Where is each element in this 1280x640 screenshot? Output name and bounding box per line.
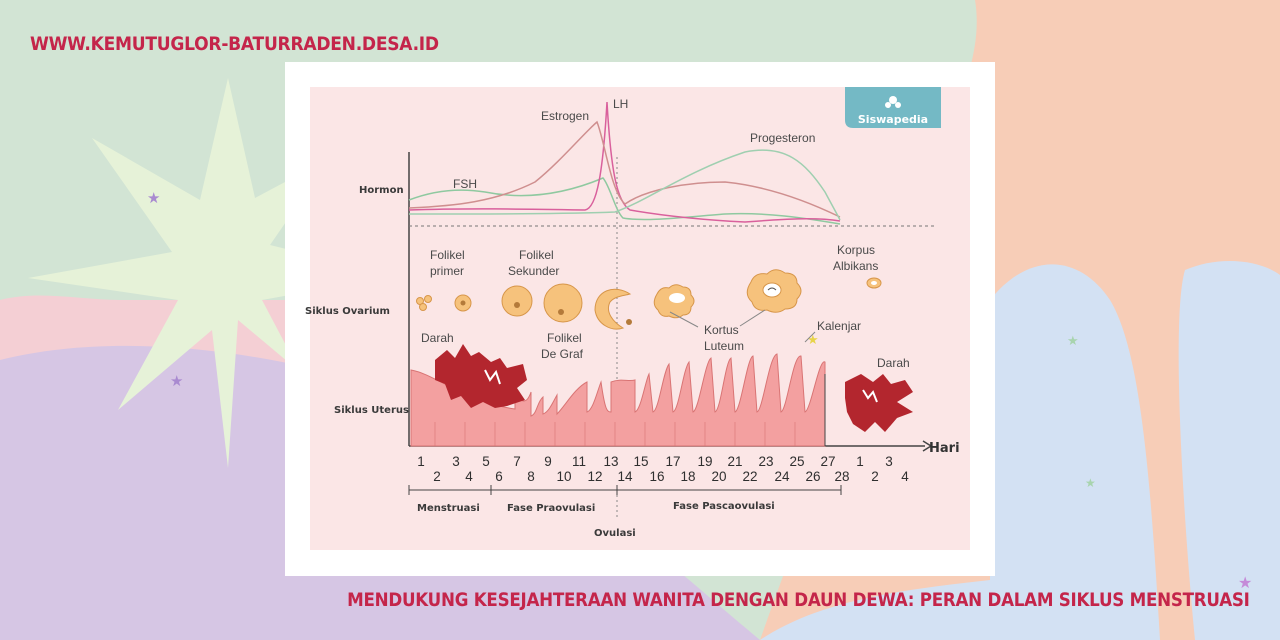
day-bottom: 24	[774, 469, 790, 484]
day-bottom: 8	[527, 469, 535, 484]
day-top: 9	[544, 454, 552, 469]
fsh-curve	[408, 177, 841, 225]
logo-text: Siswapedia	[858, 113, 928, 126]
label-luteum-1: Kortus	[704, 323, 739, 337]
grid-ticks	[434, 422, 796, 446]
day-top: 23	[758, 454, 773, 469]
label-blood-right: Darah	[877, 356, 910, 370]
day-bottom: 14	[617, 469, 633, 484]
day-top: 21	[727, 454, 742, 469]
label-follicle-secondary-2: Sekunder	[508, 264, 559, 278]
progesterone-curve	[408, 149, 841, 221]
phase-preovulation: Fase Praovulasi	[507, 503, 595, 514]
days-bottom-row: 2 4 6 8 10 12 14 16 18 20 22 24 26 28 2 …	[433, 469, 909, 484]
day-bottom: 10	[556, 469, 571, 484]
day-bottom: 6	[495, 469, 503, 484]
day-bottom: 12	[587, 469, 602, 484]
day-bottom: 20	[711, 469, 726, 484]
ovum	[626, 319, 632, 325]
follicles-primary	[416, 294, 472, 312]
day-top: 3	[885, 454, 893, 469]
day-bottom: 4	[465, 469, 473, 484]
logo-icon	[889, 96, 897, 104]
day-bottom: 2	[433, 469, 441, 484]
day-top: 13	[603, 454, 618, 469]
ruptured-follicle	[594, 288, 632, 330]
svg-text:★: ★	[1238, 573, 1252, 592]
day-top: 19	[697, 454, 712, 469]
menstrual-blood-left	[435, 344, 527, 408]
gland-star-icon: ★	[807, 333, 819, 348]
day-top: 15	[633, 454, 648, 469]
label-lh: LH	[613, 97, 628, 111]
label-blood-left: Darah	[421, 331, 454, 345]
svg-text:★: ★	[170, 372, 183, 390]
diagram-card: Siswapedia Hormon Siklus Ovarium Siklus …	[285, 62, 995, 576]
day-bottom: 22	[742, 469, 757, 484]
site-url[interactable]: WWW.KEMUTUGLOR-BATURRADEN.DESA.ID	[30, 33, 439, 55]
follicle-de-graaf	[543, 283, 583, 323]
follicle-secondary	[501, 285, 533, 317]
label-follicle-primary-2: primer	[430, 264, 464, 278]
label-glands: Kalenjar	[817, 319, 861, 333]
label-fsh: FSH	[453, 177, 477, 191]
day-bottom: 28	[834, 469, 849, 484]
estrogen-curve	[408, 120, 841, 218]
x-axis-label: Hari	[929, 441, 960, 456]
days-top-row: 1 3 5 7 9 11 13 15 17 19 21 23 25 27 1 3	[417, 454, 893, 469]
day-bottom: 26	[805, 469, 820, 484]
row-label-uterus: Siklus Uterus	[334, 405, 409, 416]
phase-postovulation: Fase Pascaovulasi	[673, 501, 775, 512]
day-bottom: 18	[680, 469, 695, 484]
day-bottom: 16	[649, 469, 664, 484]
menstrual-blood-right	[845, 374, 913, 432]
svg-text:★: ★	[147, 189, 160, 207]
day-bottom: 2	[871, 469, 879, 484]
diagram-panel	[310, 87, 970, 550]
phase-menstruation: Menstruasi	[417, 503, 480, 514]
day-top: 1	[856, 454, 864, 469]
label-follicle-secondary-1: Folikel	[519, 248, 554, 262]
article-title[interactable]: MENDUKUNG KESEJAHTERAAN WANITA DENGAN DA…	[347, 589, 1250, 611]
label-albicans-2: Albikans	[833, 259, 878, 273]
menstrual-cycle-diagram: Siswapedia Hormon Siklus Ovarium Siklus …	[305, 87, 960, 539]
day-top: 17	[665, 454, 680, 469]
day-top: 25	[789, 454, 804, 469]
day-bottom: 4	[901, 469, 909, 484]
day-top: 7	[513, 454, 521, 469]
endometrium-lining	[410, 353, 826, 447]
day-top: 27	[820, 454, 835, 469]
phase-ovulation: Ovulasi	[594, 528, 636, 539]
day-top: 3	[452, 454, 460, 469]
lh-curve	[408, 101, 841, 223]
label-progesterone: Progesteron	[750, 131, 815, 145]
day-top: 11	[572, 454, 586, 469]
day-top: 5	[482, 454, 490, 469]
day-top: 1	[417, 454, 425, 469]
label-estrogen: Estrogen	[541, 109, 589, 123]
row-label-hormone: Hormon	[359, 185, 404, 196]
label-follicle-graaf-1: Folikel	[547, 331, 582, 345]
svg-text:★: ★	[1067, 334, 1079, 349]
label-follicle-primary-1: Folikel	[430, 248, 465, 262]
row-label-ovary: Siklus Ovarium	[305, 306, 390, 317]
label-luteum-2: Luteum	[704, 339, 744, 353]
label-albicans-1: Korpus	[837, 243, 875, 257]
label-follicle-graaf-2: De Graf	[541, 347, 584, 361]
siswapedia-logo: Siswapedia	[845, 87, 941, 128]
svg-text:★: ★	[1085, 476, 1096, 490]
